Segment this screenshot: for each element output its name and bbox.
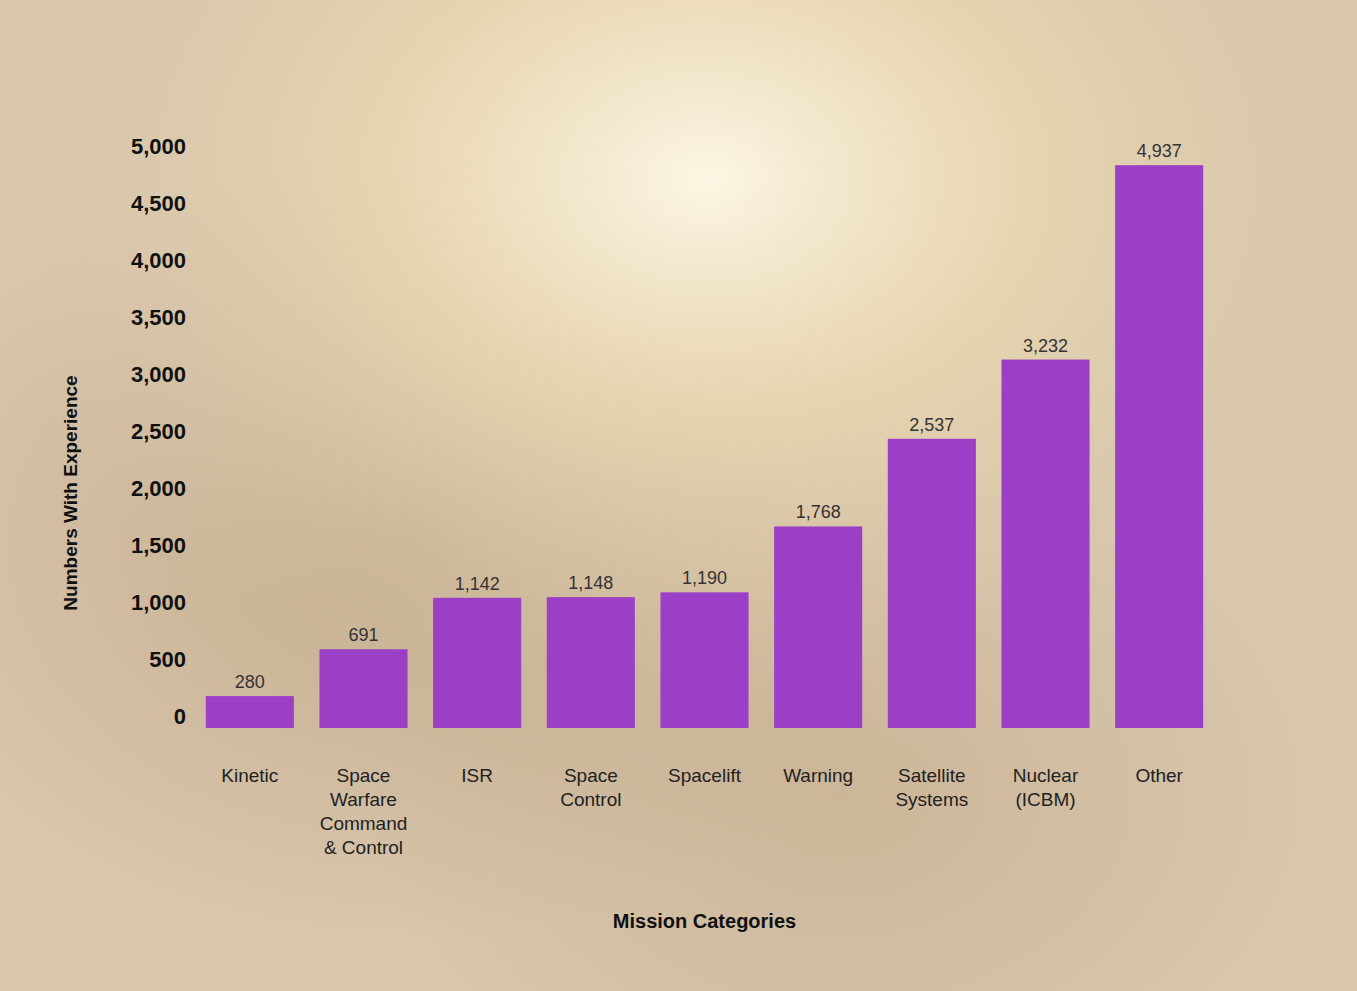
y-tick-label: 4,000: [131, 248, 186, 273]
data-label: 3,232: [1023, 336, 1068, 356]
background: [0, 0, 1357, 991]
background: [0, 0, 1357, 991]
bar: [547, 597, 635, 728]
bar: [660, 592, 748, 728]
bar: [206, 696, 294, 728]
bars: [206, 165, 1203, 728]
data-label: 1,148: [568, 573, 613, 593]
y-axis-title: Numbers With Experience: [60, 375, 81, 610]
x-tick-label: Nuclear(ICBM): [1013, 765, 1079, 810]
data-label: 1,142: [455, 574, 500, 594]
bar: [433, 598, 521, 728]
data-label: 1,190: [682, 568, 727, 588]
data-label: 691: [348, 625, 378, 645]
y-tick-label: 0: [174, 704, 186, 729]
background: [0, 0, 1357, 991]
bar: [888, 439, 976, 728]
data-label: 1,768: [796, 502, 841, 522]
data-label: 4,937: [1137, 141, 1182, 161]
y-tick-label: 500: [149, 647, 186, 672]
x-tick-label: ISR: [461, 765, 493, 786]
bar: [1001, 360, 1089, 728]
background: [0, 0, 1357, 991]
data-label: 280: [235, 672, 265, 692]
y-tick-label: 4,500: [131, 191, 186, 216]
y-tick-label: 1,500: [131, 533, 186, 558]
x-tick-label: SpaceWarfareCommand& Control: [320, 765, 408, 858]
x-tick-label: SatelliteSystems: [895, 765, 968, 810]
y-tick-label: 3,500: [131, 305, 186, 330]
bar: [319, 649, 407, 728]
x-axis-title: Mission Categories: [613, 910, 796, 932]
data-label: 2,537: [909, 415, 954, 435]
y-tick-label: 2,500: [131, 419, 186, 444]
x-tick-label: SpaceControl: [560, 765, 621, 810]
chart: 0 500 1,000 1,500 2,000 2,500 3,000 3,500 4,000 4…: [0, 0, 1357, 991]
bar: [774, 526, 862, 728]
x-tick-label: Spacelift: [668, 765, 742, 786]
x-tick-label: Warning: [783, 765, 853, 786]
x-tick-label: Other: [1135, 765, 1183, 786]
y-tick-label: 3,000: [131, 362, 186, 387]
x-tick-label: Kinetic: [221, 765, 278, 786]
y-tick-label: 1,000: [131, 590, 186, 615]
bar: [1115, 165, 1203, 728]
y-tick-label: 2,000: [131, 476, 186, 501]
y-tick-label: 5,000: [131, 134, 186, 159]
